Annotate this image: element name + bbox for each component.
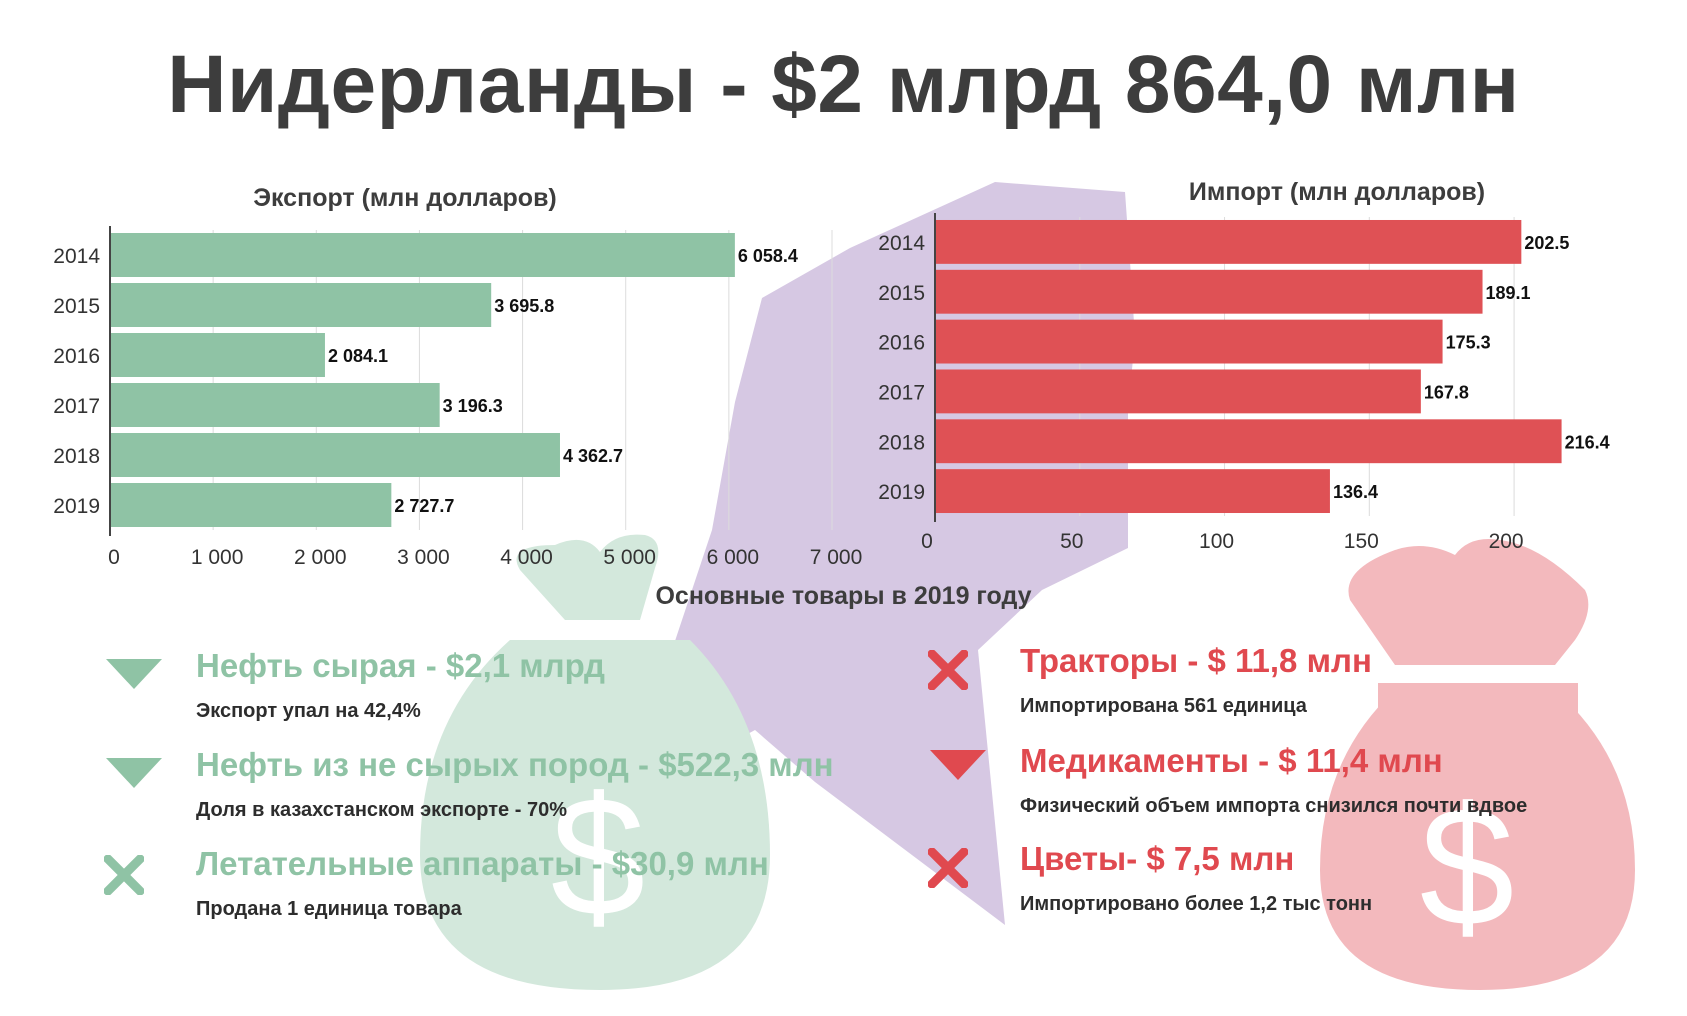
x-tick-label: 4 000 [500,546,553,569]
y-tick-label: 2015 [878,282,925,305]
svg-text:$: $ [1420,772,1515,962]
cross-icon [928,848,968,888]
import-item-title: Цветы- $ 7,5 млн [1020,840,1295,877]
money-bag-green-icon: $ [420,534,770,990]
x-tick-label: 6 000 [707,546,760,569]
triangle-down-icon [930,750,986,780]
bar-value-label: 216.4 [1565,432,1610,452]
y-tick-label: 2017 [53,395,100,418]
export-item-subtitle: Доля в казахстанском экспорте - 70% [196,799,567,821]
goods-section-title: Основные товары в 2019 году [655,582,1032,610]
import-chart: Импорт (млн долларов) 0 50 100 150 200 2014 202… [878,178,1610,553]
bar [110,233,735,277]
bar-value-label: 2 084.1 [328,346,388,366]
export-chart: Экспорт (млн долларов) 0 1 000 2 000 3 000 4 … [53,184,863,569]
bar [935,419,1562,464]
export-item: Нефть сырая - $2,1 млрд Экспорт упал на … [0,645,843,725]
import-item-title: Медикаменты - $ 11,4 млн [1020,742,1443,779]
bar-value-label: 202.5 [1524,233,1569,253]
bar [935,469,1330,514]
money-bag-red-icon: $ [1320,539,1635,990]
map-silhouette [612,182,1135,925]
chart-title: Импорт (млн долларов) [1189,178,1485,206]
y-tick-label: 2015 [53,295,100,318]
cross-icon [928,650,968,690]
export-item-subtitle: Экспорт упал на 42,4% [196,700,421,722]
bar-value-label: 6 058.4 [738,246,798,266]
bar [935,269,1483,314]
triangle-down-icon [106,758,162,788]
bar [935,369,1421,414]
y-tick-label: 2014 [878,232,925,255]
x-tick-label: 1 000 [191,546,244,569]
cross-icon [104,855,144,895]
bar [110,333,325,377]
import-item-subtitle: Импортировано более 1,2 тыс тонн [1020,893,1373,915]
y-tick-label: 2019 [878,481,925,504]
x-tick-label: 50 [1060,530,1083,553]
bar [935,219,1522,264]
bar [110,483,392,527]
import-item: Цветы- $ 7,5 млн Импортировано более 1,2… [900,838,1687,918]
import-item: Медикаменты - $ 11,4 млн Физический объе… [900,740,1687,820]
x-tick-label: 7 000 [810,546,863,569]
y-tick-label: 2018 [53,445,100,468]
import-item-title: Тракторы - $ 11,8 млн [1020,642,1372,679]
export-item-title: Нефть сырая - $2,1 млрд [196,647,605,684]
bar-value-label: 189.1 [1486,283,1531,303]
bar-value-label: 4 362.7 [563,446,623,466]
bar [110,283,492,327]
bar [935,319,1443,364]
y-tick-label: 2019 [53,495,100,518]
x-tick-label: 150 [1344,530,1379,553]
x-tick-label: 5 000 [603,546,656,569]
x-tick-label: 3 000 [397,546,450,569]
x-tick-label: 0 [921,530,933,553]
bar [110,383,440,427]
import-item: Тракторы - $ 11,8 млн Импортирована 561 … [900,640,1687,720]
bar-value-label: 167.8 [1424,382,1469,402]
x-tick-label: 100 [1199,530,1234,553]
bar-value-label: 2 727.7 [394,496,454,516]
x-tick-label: 0 [108,546,120,569]
y-tick-label: 2016 [878,332,925,355]
import-item-subtitle: Импортирована 561 единица [1020,695,1307,717]
export-item-title: Летательные аппараты - $30,9 млн [196,845,769,882]
export-item-title: Нефть из не сырых пород - $522,3 млн [196,746,834,783]
bar-value-label: 175.3 [1446,333,1491,353]
triangle-down-icon [106,659,162,689]
bar [110,433,560,477]
x-tick-label: 2 000 [294,546,347,569]
export-item-subtitle: Продана 1 единица товара [196,898,462,920]
import-item-subtitle: Физический объем импорта снизился почти … [1020,795,1528,817]
y-tick-label: 2018 [878,431,925,454]
y-tick-label: 2017 [878,381,925,404]
svg-text:$: $ [551,762,646,952]
y-tick-label: 2016 [53,345,100,368]
bar-value-label: 3 695.8 [494,296,554,316]
y-tick-label: 2014 [53,245,100,268]
page-title: Нидерланды - $2 млрд 864,0 млн [167,39,1520,130]
export-item: Нефть из не сырых пород - $522,3 млн Дол… [0,744,843,824]
x-tick-label: 200 [1489,530,1524,553]
chart-title: Экспорт (млн долларов) [253,184,557,212]
export-item: Летательные аппараты - $30,9 млн Продана… [0,843,843,923]
bar-value-label: 3 196.3 [443,396,503,416]
bar-value-label: 136.4 [1333,482,1378,502]
